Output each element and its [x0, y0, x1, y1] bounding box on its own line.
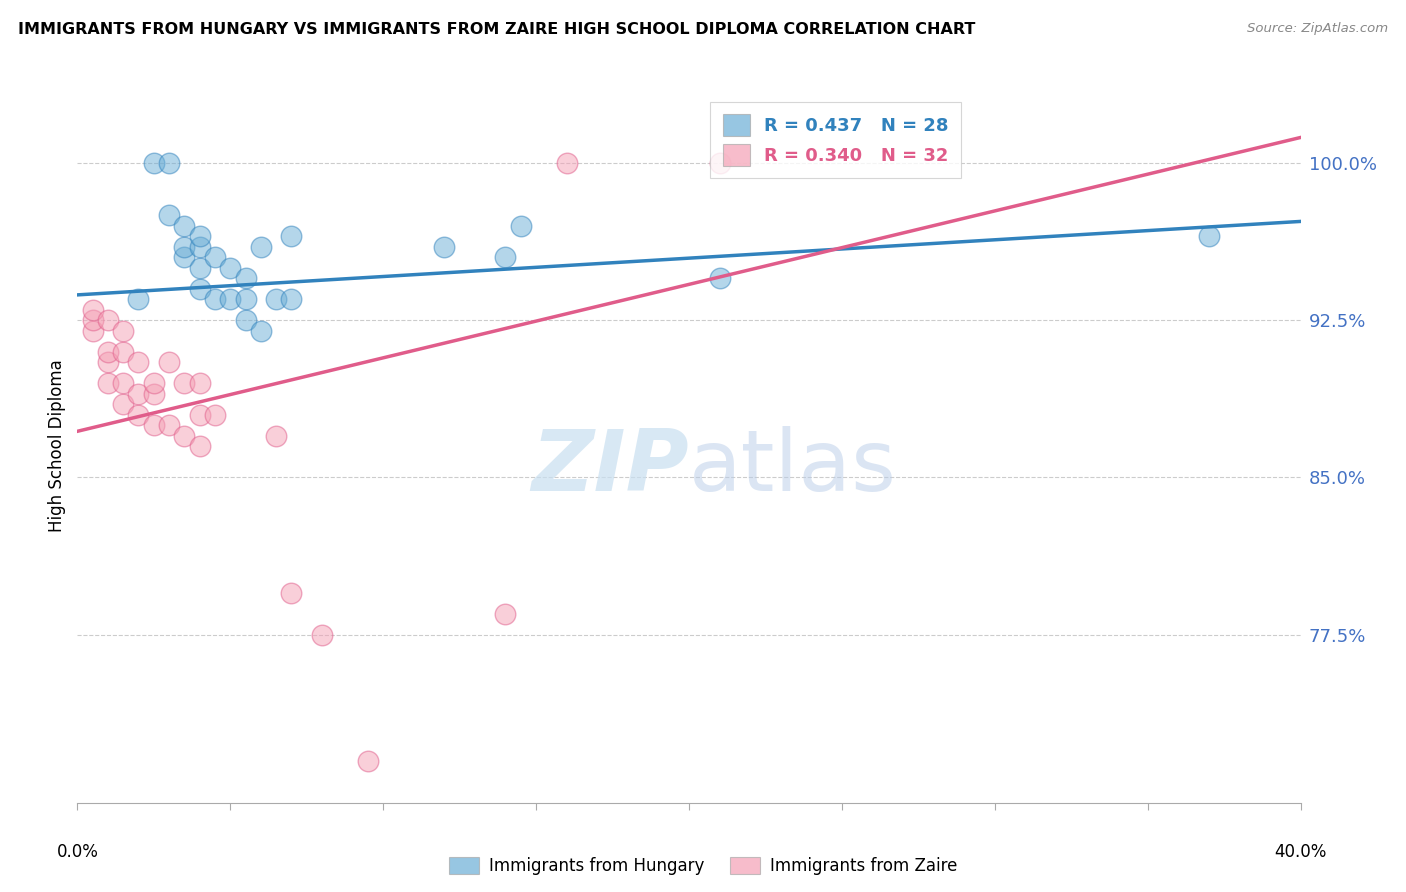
Point — [128, 292, 150, 306]
Point — [82, 324, 104, 338]
Point — [188, 229, 211, 244]
Point — [280, 292, 302, 306]
Point — [173, 428, 195, 442]
Point — [188, 282, 211, 296]
Point — [157, 208, 180, 222]
Point — [235, 292, 257, 306]
Point — [173, 376, 195, 390]
Point — [97, 376, 120, 390]
Point — [280, 586, 302, 600]
Point — [142, 386, 165, 401]
Point — [188, 439, 211, 453]
Point — [82, 313, 104, 327]
Point — [112, 324, 135, 338]
Point — [264, 428, 287, 442]
Point — [555, 155, 578, 169]
Point — [235, 313, 257, 327]
Point — [204, 250, 226, 264]
Point — [311, 628, 333, 642]
Point — [280, 229, 302, 244]
Point — [157, 355, 180, 369]
Point — [97, 313, 120, 327]
Point — [173, 219, 195, 233]
Point — [142, 155, 165, 169]
Point — [188, 408, 211, 422]
Point — [250, 324, 273, 338]
Point — [97, 355, 120, 369]
Point — [509, 219, 531, 233]
Point — [128, 386, 150, 401]
Text: atlas: atlas — [689, 425, 897, 509]
Point — [495, 250, 517, 264]
Point — [112, 397, 135, 411]
Point — [709, 271, 731, 285]
Point — [357, 754, 380, 768]
Point — [97, 344, 120, 359]
Point — [157, 155, 180, 169]
Point — [157, 417, 180, 432]
Text: 40.0%: 40.0% — [1274, 843, 1327, 861]
Point — [82, 302, 104, 317]
Point — [1198, 229, 1220, 244]
Point — [495, 607, 517, 621]
Point — [433, 239, 456, 253]
Point — [173, 239, 195, 253]
Point — [204, 408, 226, 422]
Text: Source: ZipAtlas.com: Source: ZipAtlas.com — [1247, 22, 1388, 36]
Point — [219, 260, 242, 275]
Point — [188, 376, 211, 390]
Point — [128, 408, 150, 422]
Point — [142, 417, 165, 432]
Point — [235, 271, 257, 285]
Point — [219, 292, 242, 306]
Point — [188, 239, 211, 253]
Text: IMMIGRANTS FROM HUNGARY VS IMMIGRANTS FROM ZAIRE HIGH SCHOOL DIPLOMA CORRELATION: IMMIGRANTS FROM HUNGARY VS IMMIGRANTS FR… — [18, 22, 976, 37]
Point — [112, 344, 135, 359]
Text: ZIP: ZIP — [531, 425, 689, 509]
Point — [142, 376, 165, 390]
Point — [173, 250, 195, 264]
Text: 0.0%: 0.0% — [56, 843, 98, 861]
Point — [188, 260, 211, 275]
Point — [264, 292, 287, 306]
Point — [709, 155, 731, 169]
Legend: R = 0.437   N = 28, R = 0.340   N = 32: R = 0.437 N = 28, R = 0.340 N = 32 — [710, 102, 962, 178]
Point — [112, 376, 135, 390]
Legend: Immigrants from Hungary, Immigrants from Zaire: Immigrants from Hungary, Immigrants from… — [449, 856, 957, 875]
Point — [250, 239, 273, 253]
Y-axis label: High School Diploma: High School Diploma — [48, 359, 66, 533]
Point — [128, 355, 150, 369]
Point — [204, 292, 226, 306]
